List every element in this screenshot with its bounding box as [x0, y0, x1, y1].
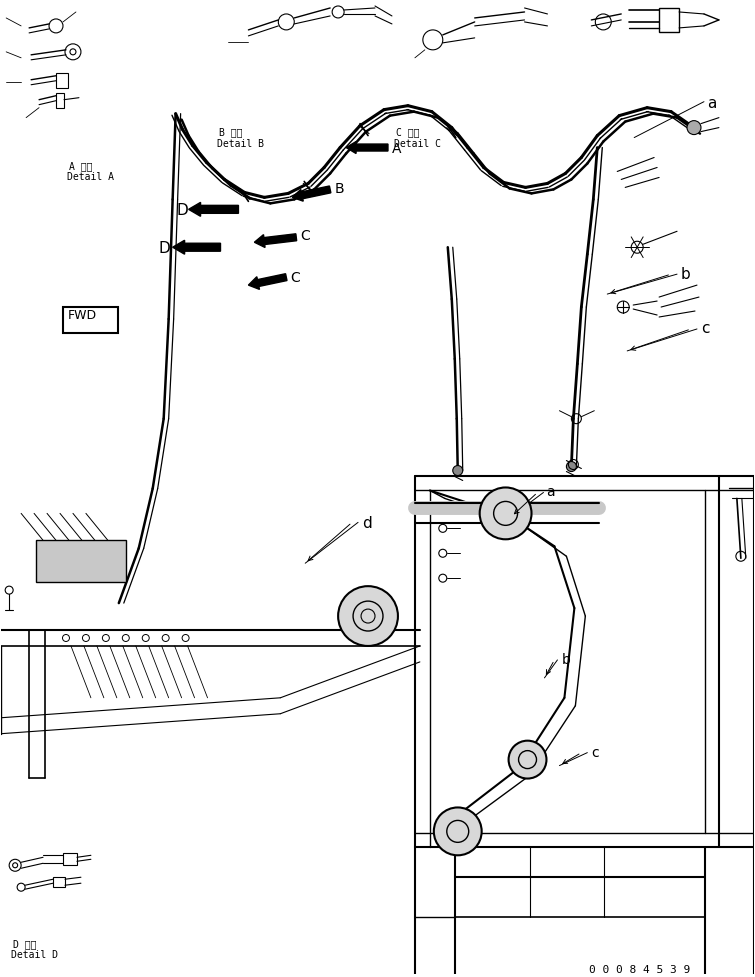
Text: FWD: FWD — [68, 309, 97, 322]
Bar — [63, 853, 77, 866]
Text: C 詳細: C 詳細 — [396, 128, 420, 138]
Text: Detail D: Detail D — [11, 950, 58, 960]
Circle shape — [434, 807, 482, 855]
Bar — [56, 72, 68, 88]
Circle shape — [509, 741, 547, 779]
FancyArrow shape — [292, 186, 331, 201]
FancyArrow shape — [189, 202, 239, 216]
Text: D: D — [177, 203, 189, 218]
Circle shape — [687, 120, 701, 135]
Text: C: C — [300, 230, 310, 243]
Text: B: B — [334, 183, 344, 196]
Text: b: b — [562, 653, 570, 667]
FancyArrow shape — [254, 234, 297, 247]
Bar — [63, 307, 118, 333]
Bar — [659, 8, 679, 32]
Text: D 詳細: D 詳細 — [13, 939, 37, 949]
Text: 0 0 0 8 4 5 3 9: 0 0 0 8 4 5 3 9 — [590, 965, 691, 975]
Circle shape — [453, 465, 463, 476]
Bar — [36, 540, 126, 582]
Text: C: C — [290, 272, 300, 285]
Text: b: b — [681, 267, 691, 282]
Text: A 詳細: A 詳細 — [69, 161, 92, 172]
Text: c: c — [701, 321, 710, 336]
Text: c: c — [591, 745, 599, 760]
FancyArrow shape — [346, 142, 388, 153]
Text: Detail A: Detail A — [67, 173, 114, 183]
Text: d: d — [362, 517, 371, 531]
Text: a: a — [547, 486, 555, 499]
Text: a: a — [707, 96, 716, 110]
Text: Detail C: Detail C — [394, 139, 441, 149]
Bar — [56, 93, 64, 107]
Bar — [53, 877, 65, 887]
Circle shape — [479, 488, 532, 539]
Text: A: A — [392, 142, 402, 155]
Text: B 詳細: B 詳細 — [218, 128, 242, 138]
FancyArrow shape — [248, 274, 287, 289]
Circle shape — [566, 461, 576, 472]
Text: D: D — [159, 241, 171, 256]
Text: Detail B: Detail B — [217, 139, 263, 149]
FancyArrow shape — [173, 240, 220, 254]
Circle shape — [338, 586, 398, 646]
